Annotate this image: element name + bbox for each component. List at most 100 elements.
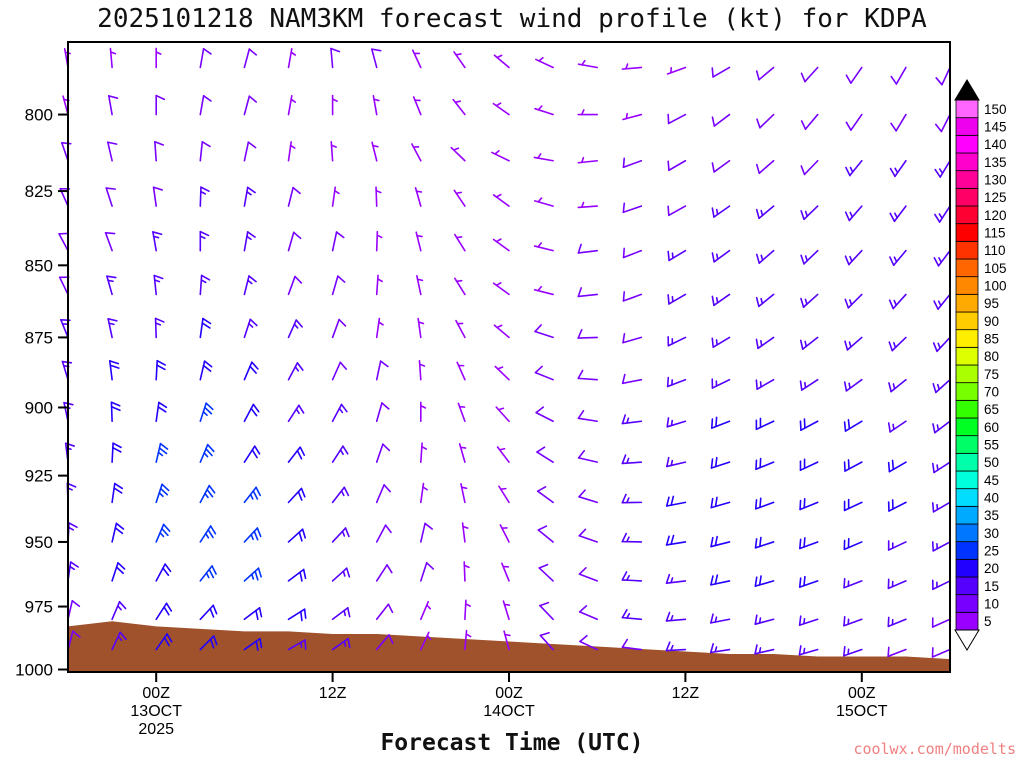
wind-barb xyxy=(501,562,510,582)
wind-barb xyxy=(414,187,423,207)
wind-barb xyxy=(888,378,907,393)
wind-barb xyxy=(887,646,907,658)
wind-barb xyxy=(243,318,258,339)
wind-barb xyxy=(844,249,863,266)
wind-barb xyxy=(666,376,687,388)
colorbar-cell xyxy=(955,470,979,490)
wind-barb xyxy=(243,231,256,252)
wind-barb xyxy=(711,249,731,263)
y-tick-label: 850 xyxy=(25,256,53,275)
colorbar-cell xyxy=(955,382,979,401)
wind-barb xyxy=(287,446,306,463)
wind-barb xyxy=(799,378,819,391)
colorbar-cell xyxy=(955,505,979,525)
wind-barb xyxy=(711,159,731,173)
wind-barb xyxy=(493,54,510,69)
wind-barb xyxy=(493,324,510,339)
wind-barb xyxy=(577,328,599,339)
colorbar-label: 115 xyxy=(984,226,1006,241)
wind-barb xyxy=(622,202,643,214)
wind-barb xyxy=(621,571,643,582)
wind-barb xyxy=(754,614,775,625)
colorbar-label: 145 xyxy=(984,120,1007,135)
wind-barb xyxy=(375,230,383,252)
wind-barb xyxy=(755,457,775,471)
wind-barb xyxy=(331,607,351,621)
wind-barb xyxy=(932,378,951,394)
wind-barb xyxy=(935,113,951,133)
wind-barb xyxy=(621,493,643,504)
wind-barb xyxy=(577,287,599,298)
wind-barb xyxy=(152,231,163,252)
colorbar-cell xyxy=(955,523,979,543)
wind-barb xyxy=(243,186,256,207)
wind-barb xyxy=(199,635,218,651)
y-tick-label: 825 xyxy=(25,182,53,201)
wind-barb xyxy=(243,141,257,162)
wind-barb xyxy=(105,187,116,207)
wind-barb xyxy=(154,140,165,162)
wind-barb xyxy=(419,631,432,651)
wind-barb xyxy=(155,94,166,116)
wind-barb xyxy=(754,575,775,587)
wind-barb xyxy=(935,66,951,86)
wind-barb xyxy=(533,153,554,162)
wind-barb xyxy=(537,525,554,543)
wind-barb xyxy=(243,445,261,463)
wind-barb xyxy=(887,616,907,628)
wind-barb xyxy=(535,406,554,423)
wind-barb xyxy=(330,47,341,69)
wind-barb xyxy=(665,534,687,546)
wind-barb xyxy=(798,615,819,626)
wind-barb xyxy=(287,231,302,252)
wind-barb xyxy=(711,205,731,218)
wind-barb xyxy=(67,522,78,543)
colorbar-under-arrow xyxy=(954,629,980,651)
wind-barb xyxy=(331,567,351,582)
wind-barb xyxy=(419,442,428,463)
wind-barb xyxy=(800,293,819,308)
x-tick-label: 12Z xyxy=(319,685,347,702)
wind-barb xyxy=(578,489,599,504)
wind-barb xyxy=(843,498,863,512)
wind-barb xyxy=(890,66,907,85)
wind-barb xyxy=(199,230,210,252)
wind-barb xyxy=(463,561,470,582)
wind-barb xyxy=(107,141,118,162)
wind-barb xyxy=(64,442,76,463)
colorbar-label: 40 xyxy=(984,491,999,506)
colorbar-cell xyxy=(955,205,979,225)
wind-barb xyxy=(932,336,951,353)
wind-barb xyxy=(199,274,211,296)
colorbar-label: 65 xyxy=(984,402,999,417)
wind-barb xyxy=(243,275,257,296)
watermark-link[interactable]: coolwx.com/modelts xyxy=(853,740,1016,758)
wind-barb xyxy=(800,249,819,265)
wind-barb xyxy=(621,414,643,425)
wind-barb xyxy=(372,95,380,116)
colorbar-label: 10 xyxy=(984,597,999,612)
wind-barb xyxy=(287,141,296,162)
colorbar-cell xyxy=(955,611,979,631)
wind-barb xyxy=(622,157,643,169)
wind-barb xyxy=(450,146,466,162)
wind-barb xyxy=(710,574,731,586)
wind-barb xyxy=(331,186,340,207)
wind-barb xyxy=(622,291,643,302)
wind-barb xyxy=(199,484,216,504)
x-axis-title: Forecast Time (UTC) xyxy=(380,730,644,756)
wind-barb xyxy=(106,275,117,296)
wind-barb xyxy=(538,563,554,582)
wind-barb xyxy=(887,459,907,473)
wind-barb xyxy=(887,578,907,590)
wind-barb xyxy=(453,189,466,207)
wind-barb xyxy=(622,112,643,121)
wind-barb xyxy=(331,318,347,339)
wind-barb xyxy=(577,243,599,254)
wind-barb xyxy=(452,98,466,116)
wind-barb xyxy=(155,401,168,423)
wind-barb xyxy=(415,231,423,252)
wind-barb xyxy=(454,233,466,252)
wind-barb xyxy=(453,51,466,69)
